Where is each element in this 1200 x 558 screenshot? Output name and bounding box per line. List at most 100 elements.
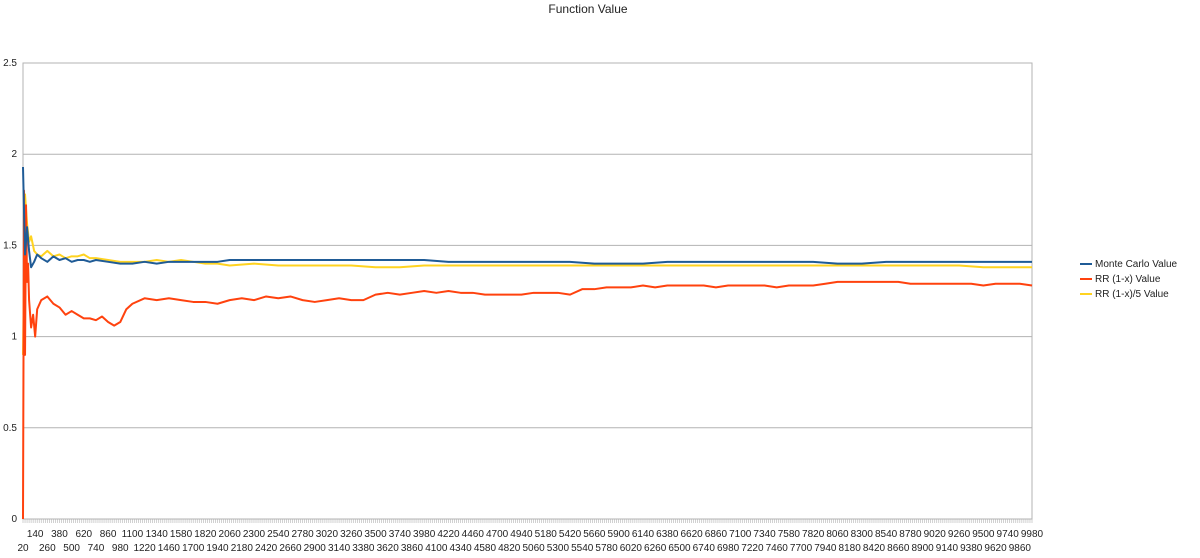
x-tick-label: 7580 [778,529,801,540]
x-tick-label: 5900 [608,529,631,540]
x-tick-label: 3500 [364,529,387,540]
x-tick-label: 3740 [389,529,412,540]
x-tick-label: 6620 [680,529,703,540]
x-tick-label: 3980 [413,529,436,540]
x-tick-label: 20 [17,543,29,554]
x-tick-label: 8540 [875,529,898,540]
x-tick-label: 1700 [182,543,205,554]
x-tick-label: 2540 [267,529,290,540]
x-tick-label: 8420 [863,543,886,554]
x-tick-label: 5300 [547,543,570,554]
x-tick-label: 1100 [122,529,144,540]
x-tick-label: 9740 [997,529,1020,540]
y-tick-label: 0.5 [3,423,17,434]
x-tick-label: 6980 [717,543,740,554]
chart-title: Function Value [548,2,627,16]
x-tick-label: 2180 [231,543,254,554]
x-tick-label: 3380 [352,543,375,554]
y-tick-label: 2.5 [3,58,17,69]
x-tick-label: 4220 [437,529,460,540]
x-tick-label: 9260 [948,529,971,540]
y-axis: 0 0.5 1 1.5 2 2.5 [3,58,17,525]
x-tick-label: 3860 [401,543,424,554]
x-tick-label: 9620 [984,543,1007,554]
x-tick-label: 7460 [766,543,789,554]
x-tick-label: 7820 [802,529,825,540]
x-tick-label: 5180 [535,529,558,540]
x-tick-label: 1580 [170,529,193,540]
series-line-1 [22,166,1032,269]
x-tick-label: 6860 [705,529,728,540]
x-tick-label: 7940 [814,543,837,554]
x-tick-label: 980 [112,543,129,554]
x-tick-label: 6500 [668,543,691,554]
x-tick-label: 3020 [316,529,339,540]
x-tick-label: 4580 [474,543,497,554]
legend-label: Monte Carlo Value [1095,259,1178,270]
x-tick-label: 8300 [851,529,874,540]
gridlines [22,62,1033,520]
x-tick-label: 380 [51,529,68,540]
x-tick-label: 8660 [887,543,910,554]
legend-label: RR (1-x) Value [1095,274,1161,285]
x-tick-label: 4820 [498,543,521,554]
x-tick-label: 6740 [693,543,716,554]
x-tick-label: 6020 [620,543,643,554]
x-tick-label: 8180 [839,543,862,554]
x-tick-label: 1460 [158,543,181,554]
x-tick-label: 1340 [146,529,169,540]
x-tick-label: 260 [39,543,56,554]
legend: Monte Carlo Value RR (1-x) Value RR (1-x)/… [1080,259,1178,300]
x-tick-label: 2420 [255,543,278,554]
x-axis: 140 380 620 860 1100 1340 1580 1820 2060 2300 2540… [17,519,1044,554]
y-tick-label: 0 [11,514,17,525]
x-tick-label: 8900 [911,543,934,554]
x-tick-label: 7340 [753,529,776,540]
x-tick-marks [22,519,1033,523]
x-tick-label: 4460 [462,529,485,540]
x-tick-label: 9380 [960,543,983,554]
x-tick-label: 2900 [304,543,327,554]
x-tick-label: 5060 [522,543,545,554]
x-tick-label: 9500 [972,529,995,540]
x-tick-label: 500 [63,543,80,554]
x-tick-label: 2660 [279,543,302,554]
x-tick-label: 6140 [632,529,655,540]
x-tick-label: 9020 [924,529,947,540]
x-tick-label: 8780 [899,529,922,540]
legend-label: RR (1-x)/5 Value [1095,289,1169,300]
y-tick-label: 2 [11,149,17,160]
x-tick-label: 5780 [595,543,618,554]
y-tick-label: 1.5 [3,240,17,251]
series-line-3 [22,193,1032,355]
x-tick-label: 140 [27,529,44,540]
plot-area [22,62,1033,520]
x-tick-label: 2780 [291,529,314,540]
x-tick-label: 9980 [1021,529,1044,540]
series-lines [22,166,1033,520]
x-tick-label: 1940 [206,543,229,554]
x-tick-label: 8060 [826,529,849,540]
x-tick-label: 2300 [243,529,266,540]
x-tick-label: 4940 [510,529,533,540]
x-tick-label: 860 [100,529,117,540]
series-line-2 [22,189,1033,520]
x-tick-label: 9140 [936,543,959,554]
x-tick-label: 3140 [328,543,351,554]
x-tick-label: 4340 [450,543,473,554]
x-tick-label: 7100 [729,529,752,540]
x-tick-label: 7220 [741,543,764,554]
x-tick-label: 6260 [644,543,667,554]
x-tick-label: 5660 [583,529,606,540]
x-tick-label: 2060 [219,529,242,540]
x-tick-label: 5420 [559,529,582,540]
x-tick-label: 4700 [486,529,509,540]
x-tick-label: 3260 [340,529,363,540]
x-tick-label: 1820 [194,529,217,540]
x-tick-label: 620 [75,529,92,540]
x-tick-label: 4100 [425,543,448,554]
y-tick-label: 1 [11,332,17,343]
x-tick-label: 1220 [133,543,156,554]
x-tick-label: 6380 [656,529,679,540]
